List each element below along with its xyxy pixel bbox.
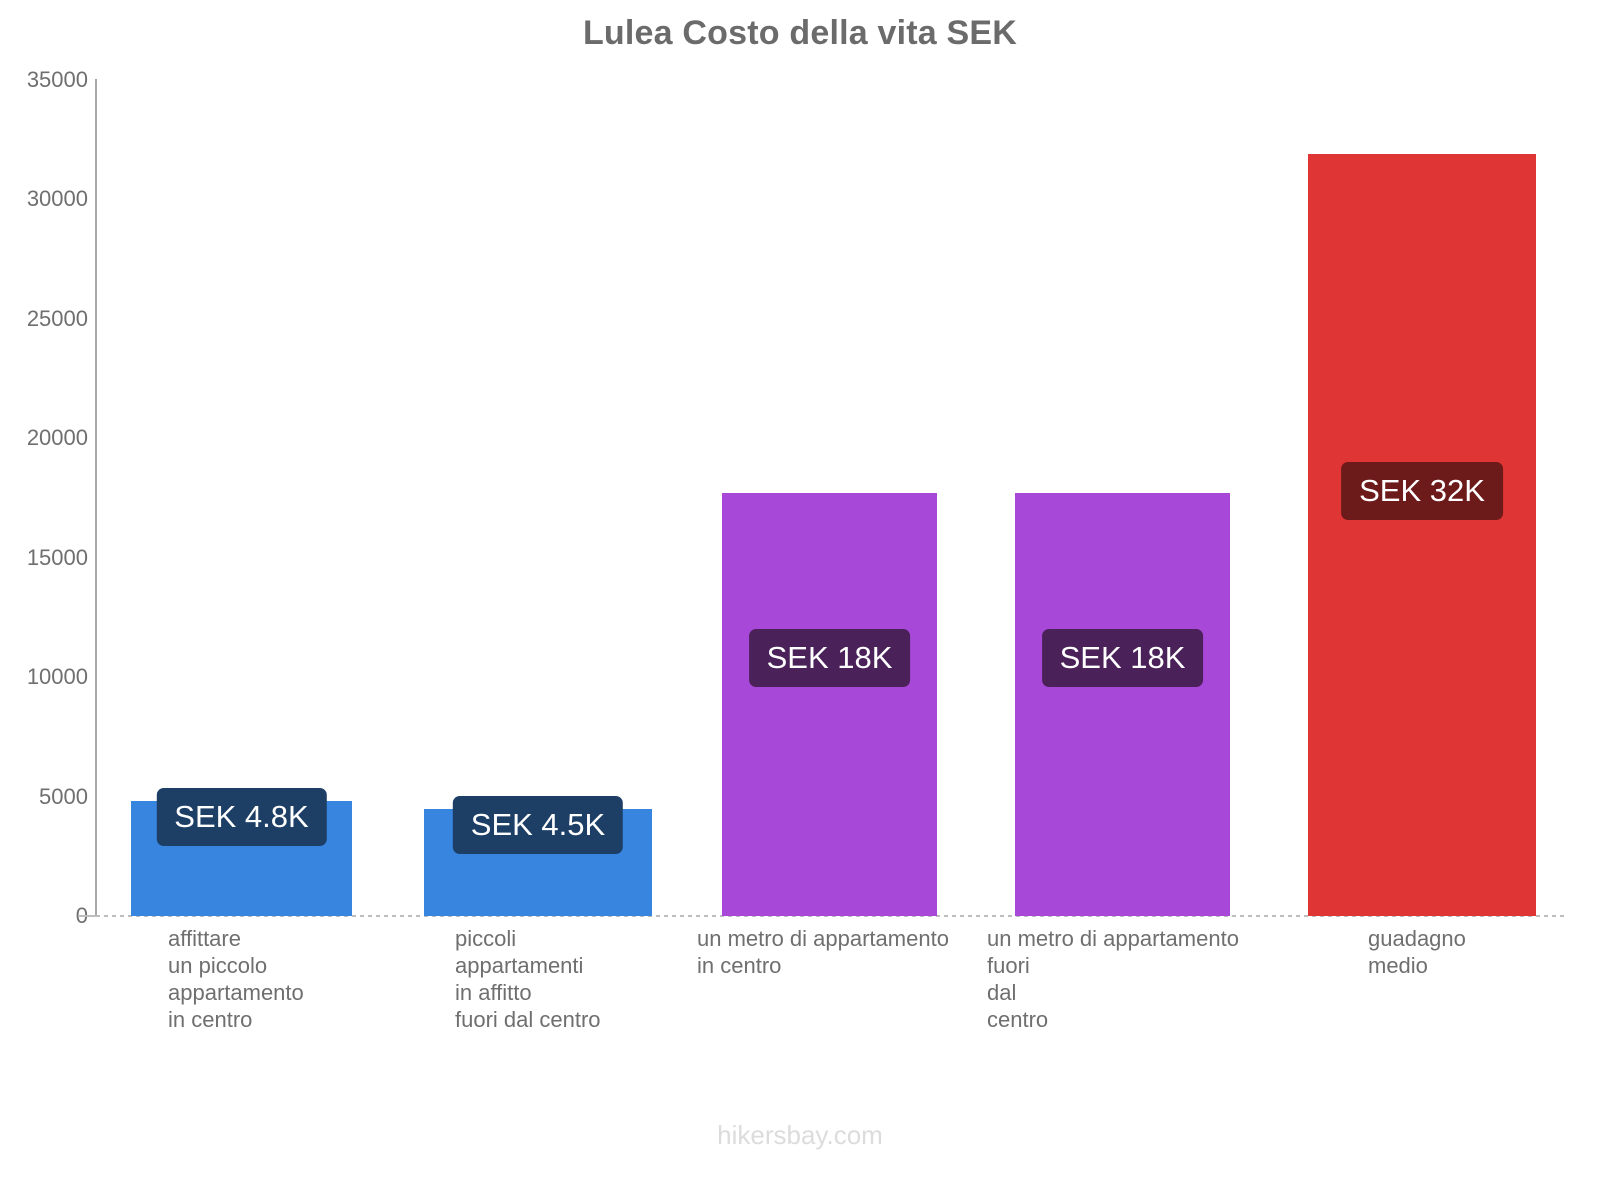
bar-rect[interactable]	[722, 493, 937, 916]
x-axis-zero-tick	[78, 915, 96, 917]
y-axis-line	[95, 79, 97, 917]
y-axis-tick-label: 35000	[26, 67, 88, 92]
bar-group[interactable]	[1308, 154, 1536, 916]
y-axis-tick-label: 20000	[26, 425, 88, 451]
chart-title: Lulea Costo della vita SEK	[582, 14, 1018, 52]
footer-watermark: hikersbay.com	[717, 1120, 883, 1150]
x-axis-category-label: un metro di appartamento fuori dal centr…	[987, 926, 1239, 1032]
bar-value-label: SEK 4.5K	[452, 795, 624, 854]
y-axis-tick-label: 5000	[39, 783, 88, 809]
bar-value-label: SEK 4.8K	[156, 788, 327, 847]
x-axis-category-label: affittare un piccolo appartamento in cen…	[168, 926, 304, 1032]
x-axis-baseline	[96, 915, 1564, 917]
bar-rect[interactable]	[1015, 493, 1230, 916]
bar-value-label: SEK 18K	[1041, 629, 1204, 687]
bar-rect[interactable]	[1308, 154, 1536, 916]
x-axis-category-label: guadagno medio	[1368, 926, 1466, 978]
bar-value-label: SEK 32K	[1341, 462, 1503, 520]
bar-value-label: SEK 18K	[748, 629, 911, 687]
y-axis-tick-label: 10000	[26, 664, 88, 690]
y-axis-tick-label: 25000	[26, 305, 88, 331]
x-axis-category-label: piccoli appartamenti in affitto fuori da…	[455, 926, 601, 1032]
bar-group[interactable]	[722, 493, 937, 916]
x-axis-category-label: un metro di appartamento in centro	[697, 926, 949, 978]
bar-group[interactable]	[1015, 493, 1230, 916]
y-axis-tick-label: 30000	[26, 186, 88, 212]
y-axis-tick-label: 15000	[26, 544, 88, 570]
